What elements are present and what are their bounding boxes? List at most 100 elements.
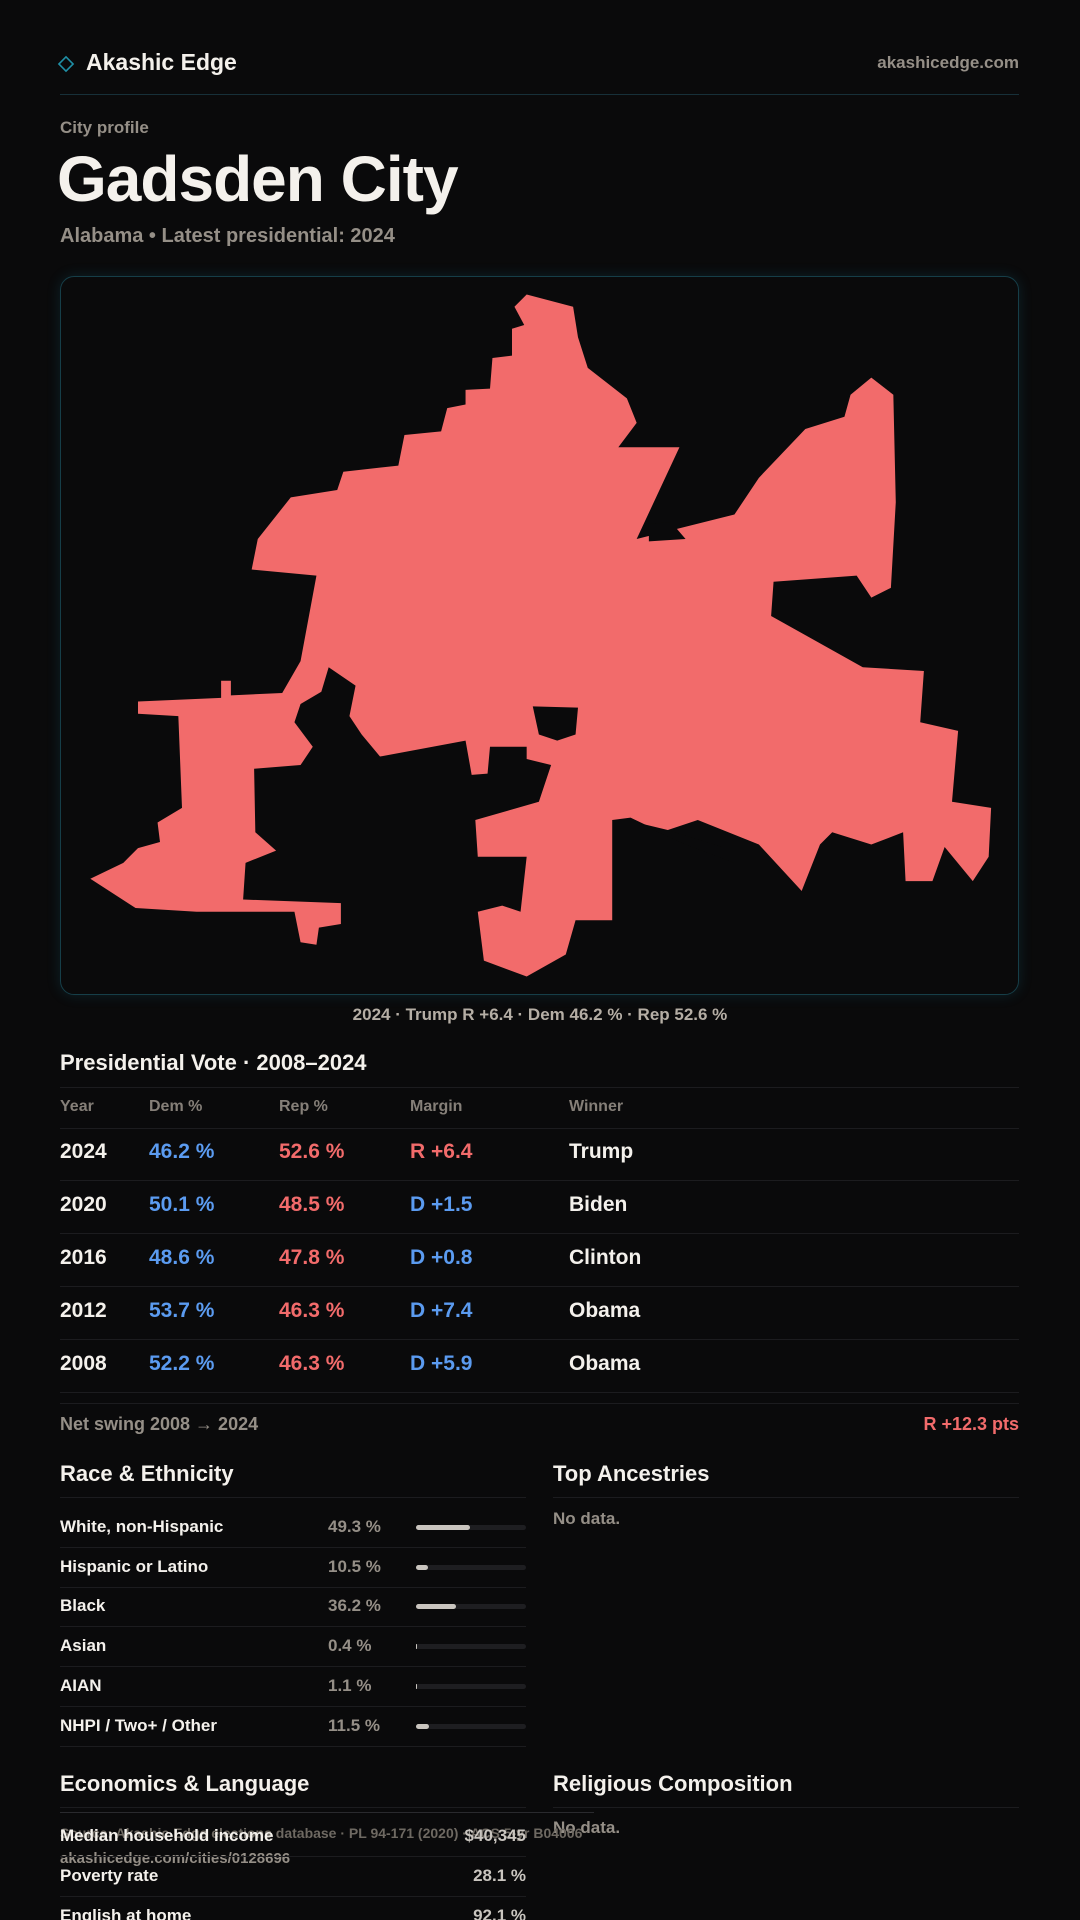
city-boundary [90, 294, 992, 977]
rule [553, 1807, 1019, 1808]
kicker: City profile [60, 118, 149, 137]
rep-share: 46.3 % [279, 1352, 345, 1375]
rule [60, 1856, 526, 1857]
net-swing-value: R +12.3 pts [923, 1414, 1019, 1434]
rule [60, 1547, 526, 1548]
map-hole [532, 706, 578, 741]
dem-share: 48.6 % [149, 1246, 215, 1269]
bar [416, 1564, 428, 1570]
rep-share: 52.6 % [279, 1140, 345, 1163]
bar-track [416, 1525, 526, 1530]
map-caption: 2024 · Trump R +6.4 · Dem 46.2 % · Rep 5… [352, 1005, 728, 1024]
bar [416, 1723, 429, 1729]
race-name: NHPI / Two+ / Other [60, 1715, 217, 1735]
year: 2016 [60, 1246, 107, 1269]
winner: Trump [569, 1140, 634, 1163]
dem-share: 52.2 % [149, 1352, 215, 1375]
vote-title: Presidential Vote · 2008–2024 [60, 1050, 367, 1075]
race-share: 11.5 % [328, 1715, 380, 1735]
rep-share: 48.5 % [279, 1193, 345, 1216]
bar-track [416, 1604, 526, 1610]
race-share: 1.1 % [328, 1675, 372, 1695]
rule [60, 1807, 526, 1808]
ancestries-title: Top Ancestries [553, 1461, 710, 1486]
subtitle: Alabama • Latest presidential: 2024 [60, 225, 395, 247]
dem-share: 53.7 % [149, 1299, 215, 1322]
year: 2020 [60, 1193, 107, 1216]
site-link[interactable]: akashicedge.com [877, 53, 1019, 72]
year: 2008 [60, 1352, 107, 1375]
column-header: Year [60, 1098, 94, 1115]
bar [416, 1683, 418, 1689]
margin: D +1.5 [410, 1193, 473, 1216]
margin: D +0.8 [410, 1246, 473, 1269]
rule [60, 1626, 526, 1628]
race-name: White, non-Hispanic [60, 1517, 224, 1536]
religion-title: Religious Composition [553, 1771, 793, 1796]
dem-share: 50.1 % [149, 1193, 215, 1216]
rule [60, 1745, 526, 1747]
brand[interactable]: Akashic Edge [86, 49, 237, 75]
race-name: Asian [60, 1636, 107, 1656]
race-name: AIAN [60, 1675, 102, 1695]
race-share: 49.3 % [328, 1517, 381, 1536]
rule [60, 1286, 1019, 1287]
year: 2012 [60, 1299, 107, 1322]
margin: D +5.9 [410, 1352, 473, 1375]
rule [553, 1497, 1019, 1498]
column-header: Dem % [149, 1098, 203, 1115]
econ-value: 28.1 % [473, 1866, 526, 1885]
column-header: Rep % [279, 1098, 328, 1115]
rule [60, 1896, 526, 1897]
rule [60, 1128, 1019, 1129]
net-swing-label: Net swing 2008 → 2024 [60, 1414, 259, 1434]
bar [416, 1525, 471, 1530]
rep-share: 47.8 % [279, 1246, 345, 1269]
bar-track [416, 1683, 526, 1689]
footer-rule [60, 1812, 594, 1813]
rule [60, 1403, 1019, 1404]
city-map [90, 294, 992, 977]
rule [60, 1233, 1019, 1234]
rule [60, 1497, 526, 1498]
margin: D +7.4 [410, 1299, 473, 1322]
rule [60, 1705, 526, 1707]
ancestries-note: No data. [553, 1509, 621, 1528]
rule [60, 1339, 1019, 1340]
econ-value: 92.1 % [473, 1906, 526, 1920]
rule [60, 1586, 526, 1588]
race-share: 10.5 % [328, 1556, 381, 1576]
footer-source: Source: Akashic Edge elections database … [60, 1825, 583, 1841]
dem-share: 46.2 % [149, 1140, 215, 1163]
header-rule [60, 94, 1019, 95]
map-frame [60, 276, 1019, 995]
footer-url[interactable]: akashicedge.com/cities/0128696 [60, 1850, 291, 1867]
race-share: 36.2 % [328, 1596, 381, 1616]
rule [60, 1087, 1019, 1088]
bar-track [416, 1644, 526, 1650]
race-name: Hispanic or Latino [60, 1556, 209, 1576]
winner: Obama [569, 1352, 641, 1375]
race-name: Black [60, 1596, 106, 1616]
column-header: Winner [569, 1098, 624, 1115]
bar-track [416, 1723, 526, 1729]
map-hole [648, 521, 686, 542]
bar-track [416, 1564, 526, 1570]
year: 2024 [60, 1140, 107, 1163]
margin: R +6.4 [410, 1140, 473, 1163]
bar [416, 1604, 456, 1610]
brand-icon [57, 55, 75, 73]
city-title: Gadsden City [57, 143, 459, 215]
econ-label: Median household income [60, 1826, 274, 1845]
econ-value: $40,345 [464, 1826, 526, 1845]
rule [60, 1180, 1019, 1181]
rule [60, 1392, 1019, 1393]
rule [60, 1666, 526, 1668]
economics-title: Economics & Language [60, 1771, 310, 1796]
religion-note: No data. [553, 1818, 621, 1837]
econ-label: Poverty rate [60, 1866, 159, 1885]
column-header: Margin [410, 1098, 463, 1115]
winner: Biden [569, 1193, 628, 1216]
econ-label: English at home [60, 1906, 192, 1920]
winner: Obama [569, 1299, 641, 1322]
